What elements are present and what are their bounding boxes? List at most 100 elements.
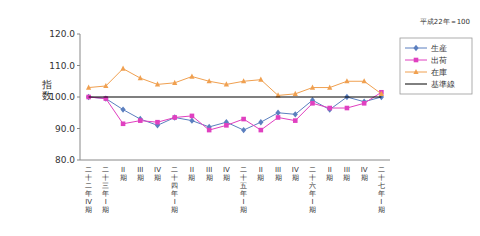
x-tick-label-part: 期 — [171, 206, 178, 214]
x-tick-label: 二十七年I期 — [378, 166, 385, 214]
point — [379, 91, 384, 96]
x-tick-label-part: 年 — [309, 190, 316, 198]
x-tick-label-part: 年 — [85, 190, 92, 198]
x-tick-label-part: 期 — [309, 206, 316, 214]
y-axis-label-char: 数 — [42, 90, 52, 101]
point — [362, 101, 367, 106]
point — [189, 117, 194, 123]
x-tick-label-part: 期 — [326, 174, 333, 182]
x-tick-label-part: I — [105, 198, 107, 206]
point — [155, 81, 160, 86]
point — [138, 118, 143, 123]
x-tick-label-part: 期 — [120, 174, 127, 182]
point — [258, 77, 263, 82]
x-tick-label-part: III — [206, 166, 212, 174]
x-tick-label-part: 四 — [171, 182, 178, 190]
point — [224, 81, 229, 86]
x-tick-label-part: 年 — [171, 190, 178, 198]
x-tick-label: IV期 — [223, 166, 230, 182]
x-tick-label: II期 — [326, 166, 333, 182]
x-tick-label-part: 十 — [378, 174, 385, 182]
point — [224, 123, 229, 128]
x-tick-label: III期 — [137, 166, 144, 182]
x-tick-label-part: 五 — [240, 182, 247, 190]
series-line — [89, 96, 382, 97]
point — [344, 78, 349, 83]
point — [172, 80, 177, 85]
x-tick-label-part: 期 — [240, 206, 247, 214]
x-tick-label-part: 年 — [378, 190, 385, 198]
point — [172, 115, 177, 120]
x-tick-label-part: 期 — [154, 174, 161, 182]
x-tick-label-part: III — [137, 166, 143, 174]
x-tick-label-part: II — [259, 166, 263, 174]
x-tick-label-part: 二 — [240, 166, 247, 174]
y-tick-label: 100.0 — [49, 92, 75, 102]
legend-label: 基準線 — [431, 80, 455, 89]
x-tick-label-part: 三 — [102, 182, 109, 190]
point — [121, 121, 126, 126]
point — [362, 78, 367, 83]
x-tick-label-part: 二 — [309, 166, 316, 174]
y-tick — [77, 34, 80, 35]
point — [276, 115, 281, 120]
y-tick-label: 120.0 — [49, 29, 75, 39]
x-tick-label-part: 期 — [102, 206, 109, 214]
x-tick-label-part: I — [380, 198, 382, 206]
x-tick-label: 二十五年I期 — [240, 166, 247, 214]
point — [310, 101, 315, 106]
series-line — [89, 97, 382, 130]
x-tick-label: 二十四年I期 — [171, 166, 178, 214]
y-tick — [77, 160, 80, 161]
x-tick-label-part: 十 — [171, 174, 178, 182]
x-tick-label-part: IV — [361, 166, 368, 174]
x-tick-label-part: 期 — [85, 206, 92, 214]
point — [327, 106, 332, 112]
x-tick-label: II期 — [257, 166, 264, 182]
x-tick-label-part: 二 — [85, 182, 92, 190]
point — [293, 91, 298, 96]
x-tick-label: 二十六年I期 — [309, 166, 316, 214]
x-tick-label-part: 期 — [292, 174, 299, 182]
x-tick-label: III期 — [343, 166, 350, 182]
x-tick-label: IV期 — [292, 166, 299, 182]
x-tick-label: IV期 — [361, 166, 368, 182]
x-tick-label-part: IV — [85, 198, 92, 206]
series-line — [89, 69, 382, 96]
y-tick — [77, 128, 80, 129]
point — [258, 119, 263, 125]
x-tick-label-part: 二 — [102, 166, 109, 174]
x-tick-label-part: 年 — [102, 190, 109, 198]
point — [241, 78, 246, 83]
x-tick-label-part: II — [190, 166, 194, 174]
y-tick-label: 110.0 — [49, 61, 75, 71]
point — [345, 106, 350, 111]
point — [327, 106, 332, 111]
legend: 生産出荷在庫基準線 — [400, 38, 472, 94]
x-tick-label-part: I — [243, 198, 245, 206]
point — [138, 75, 143, 80]
y-tick-label: 90.0 — [55, 124, 75, 134]
x-tick-label: II期 — [188, 166, 195, 182]
y-tick — [77, 65, 80, 66]
y-tick — [77, 97, 80, 98]
point — [207, 128, 212, 133]
x-tick-label-part: IV — [292, 166, 299, 174]
x-tick-label-part: 二 — [171, 166, 178, 174]
legend-marker — [413, 45, 418, 51]
x-tick-label-part: 期 — [343, 174, 350, 182]
series-line — [89, 92, 382, 130]
x-tick-label-part: II — [121, 166, 125, 174]
y-axis-label-char: 指 — [41, 79, 52, 90]
chart: 80.090.0100.0110.0120.0指数二十二年IV期二十三年I期II… — [0, 0, 480, 236]
point — [293, 118, 298, 123]
legend-swatch — [405, 84, 427, 85]
x-tick-label-part: 期 — [206, 174, 213, 182]
legend-box — [400, 38, 472, 94]
legend-marker — [413, 69, 418, 74]
x-tick-label-part: 期 — [223, 174, 230, 182]
point — [120, 66, 125, 71]
legend-marker — [414, 58, 419, 63]
x-tick-label-part: 期 — [137, 174, 144, 182]
legend-label: 在庫 — [431, 68, 447, 77]
